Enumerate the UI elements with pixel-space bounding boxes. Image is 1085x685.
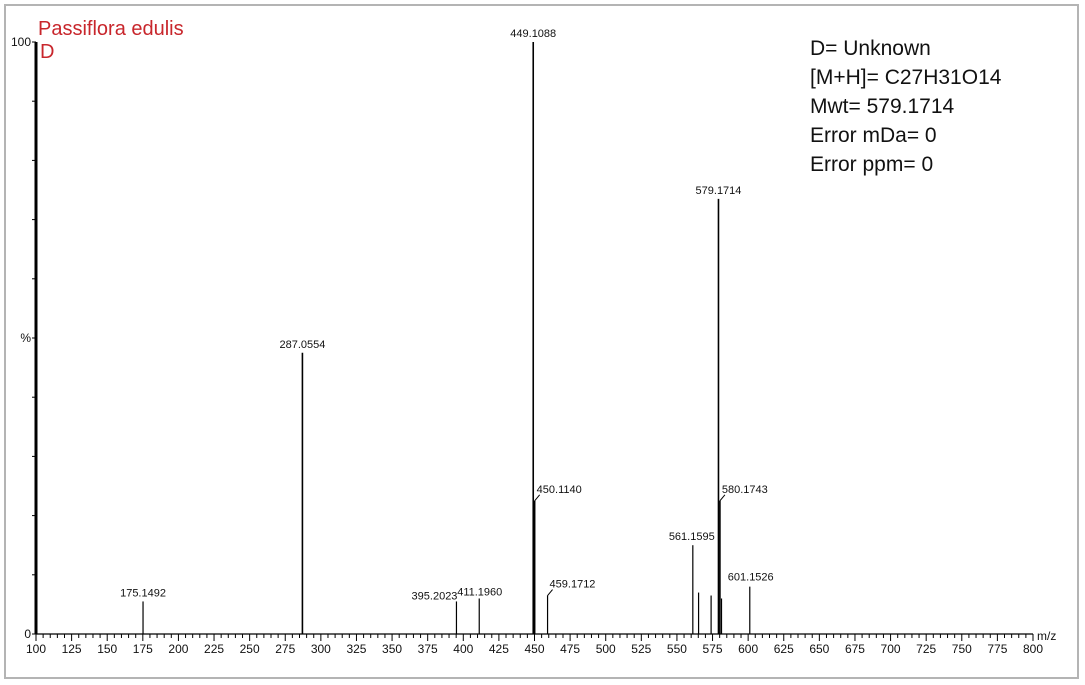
- x-tick-label-575: 575: [703, 642, 723, 656]
- x-tick-label-700: 700: [881, 642, 901, 656]
- x-tick-label-800: 800: [1023, 642, 1043, 656]
- x-tick-label-375: 375: [418, 642, 438, 656]
- x-tick-label-250: 250: [240, 642, 260, 656]
- peak-label-449.1088: 449.1088: [510, 28, 556, 40]
- x-tick-label-725: 725: [916, 642, 936, 656]
- x-tick-label-175: 175: [133, 642, 153, 656]
- x-tick-label-500: 500: [596, 642, 616, 656]
- x-axis-label: m/z: [1037, 629, 1056, 643]
- peak-leader-line: [719, 494, 726, 502]
- x-tick-label-625: 625: [774, 642, 794, 656]
- peak-leader-line: [534, 494, 541, 502]
- x-tick-label-750: 750: [952, 642, 972, 656]
- peak-label-450.1140: 450.1140: [537, 484, 582, 496]
- x-tick-label-150: 150: [97, 642, 117, 656]
- x-tick-label-125: 125: [62, 642, 82, 656]
- peak-leader-line: [547, 589, 553, 596]
- x-tick-label-225: 225: [204, 642, 224, 656]
- x-tick-label-100: 100: [26, 642, 46, 656]
- x-tick-label-400: 400: [453, 642, 473, 656]
- peak-label-395.2023: 395.2023: [412, 590, 458, 602]
- x-tick-label-425: 425: [489, 642, 509, 656]
- x-tick-label-300: 300: [311, 642, 331, 656]
- x-tick-label-200: 200: [168, 642, 188, 656]
- x-tick-label-525: 525: [631, 642, 651, 656]
- peak-label-459.1712: 459.1712: [550, 579, 596, 591]
- x-tick-label-450: 450: [524, 642, 544, 656]
- annotation-mwt: Mwt= 579.1714: [810, 95, 955, 118]
- peak-label-175.1492: 175.1492: [120, 587, 166, 599]
- annotation-error-mda: Error mDa= 0: [810, 124, 937, 147]
- peak-label-561.1595: 561.1595: [669, 531, 715, 543]
- x-tick-label-775: 775: [987, 642, 1007, 656]
- x-tick-label-275: 275: [275, 642, 295, 656]
- chart-frame: [4, 4, 1079, 679]
- x-tick-label-350: 350: [382, 642, 402, 656]
- annotation-error-ppm: Error ppm= 0: [810, 153, 934, 176]
- y-tick-label-0: 0: [24, 627, 31, 641]
- y-axis-label: %: [20, 331, 31, 345]
- chart-title: Passiflora edulis: [38, 18, 184, 40]
- annotation-compound: D= Unknown: [810, 37, 931, 60]
- chart-subtitle: D: [40, 41, 55, 63]
- x-tick-label-650: 650: [809, 642, 829, 656]
- peak-label-579.1714: 579.1714: [696, 185, 742, 197]
- x-tick-label-550: 550: [667, 642, 687, 656]
- peak-label-287.0554: 287.0554: [279, 339, 325, 351]
- x-tick-label-600: 600: [738, 642, 758, 656]
- peak-label-411.1960: 411.1960: [457, 586, 502, 598]
- peak-label-580.1743: 580.1743: [722, 484, 768, 496]
- x-tick-label-675: 675: [845, 642, 865, 656]
- annotation-formula: [M+H]= C27H31O14: [810, 66, 1002, 89]
- x-tick-label-325: 325: [346, 642, 366, 656]
- x-tick-label-475: 475: [560, 642, 580, 656]
- peak-label-601.1526: 601.1526: [728, 572, 774, 584]
- y-tick-label-100: 100: [11, 35, 31, 49]
